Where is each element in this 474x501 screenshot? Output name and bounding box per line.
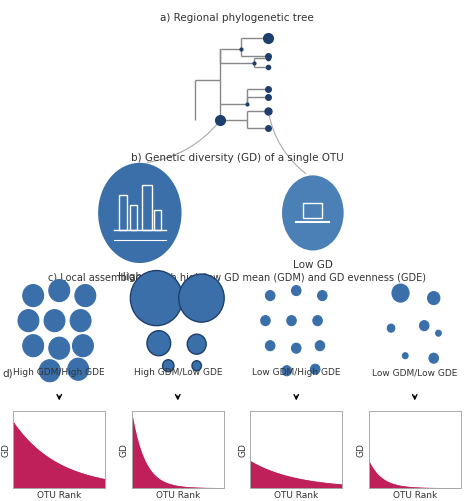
Y-axis label: GD: GD: [357, 443, 366, 456]
Y-axis label: GD: GD: [238, 443, 247, 456]
Circle shape: [429, 353, 438, 363]
Text: a) Regional phylogenetic tree: a) Regional phylogenetic tree: [160, 13, 314, 23]
Circle shape: [402, 353, 408, 359]
Text: High GDM/High GDE: High GDM/High GDE: [13, 368, 105, 377]
Circle shape: [187, 334, 206, 354]
Circle shape: [419, 321, 429, 331]
Ellipse shape: [98, 163, 182, 263]
Text: d): d): [2, 368, 13, 378]
Circle shape: [23, 285, 44, 307]
Text: Low GD: Low GD: [293, 260, 333, 270]
Circle shape: [436, 330, 441, 336]
Ellipse shape: [282, 175, 344, 250]
Circle shape: [313, 316, 322, 326]
Bar: [130, 205, 137, 230]
Circle shape: [428, 292, 440, 305]
Circle shape: [261, 316, 270, 326]
Circle shape: [70, 310, 91, 332]
Text: High GDM/Low GDE: High GDM/Low GDE: [134, 368, 222, 377]
Circle shape: [147, 331, 171, 356]
Bar: [154, 210, 161, 230]
Circle shape: [73, 335, 93, 357]
Text: c) Local assemblages with high/low GD mean (GDM) and GD evenness (GDE): c) Local assemblages with high/low GD me…: [48, 273, 426, 283]
Text: b) Genetic diversity (GD) of a single OTU: b) Genetic diversity (GD) of a single OT…: [131, 153, 343, 163]
Text: Low GDM/High GDE: Low GDM/High GDE: [252, 368, 340, 377]
Circle shape: [44, 310, 65, 332]
Circle shape: [18, 310, 39, 332]
Circle shape: [287, 316, 296, 326]
Circle shape: [75, 285, 96, 307]
Circle shape: [282, 366, 292, 376]
Circle shape: [49, 280, 70, 302]
Y-axis label: GD: GD: [1, 443, 10, 456]
X-axis label: OTU Rank: OTU Rank: [274, 491, 319, 500]
Circle shape: [49, 337, 70, 359]
Circle shape: [392, 284, 409, 302]
Circle shape: [179, 274, 224, 322]
Circle shape: [318, 291, 327, 301]
Circle shape: [310, 364, 320, 374]
Circle shape: [39, 360, 60, 382]
Circle shape: [265, 341, 275, 351]
Circle shape: [292, 286, 301, 296]
Bar: [303, 203, 322, 218]
X-axis label: OTU Rank: OTU Rank: [155, 491, 200, 500]
Bar: [142, 185, 152, 230]
Circle shape: [163, 360, 174, 372]
Circle shape: [68, 358, 89, 380]
Bar: [118, 195, 127, 230]
Circle shape: [315, 341, 325, 351]
X-axis label: OTU Rank: OTU Rank: [392, 491, 437, 500]
Circle shape: [265, 291, 275, 301]
Circle shape: [292, 343, 301, 353]
Circle shape: [23, 335, 44, 357]
Circle shape: [192, 361, 201, 371]
Circle shape: [130, 271, 182, 326]
Text: Low GDM/Low GDE: Low GDM/Low GDE: [372, 368, 457, 377]
Circle shape: [387, 324, 395, 332]
Text: High GD: High GD: [118, 272, 162, 282]
Y-axis label: GD: GD: [120, 443, 129, 456]
X-axis label: OTU Rank: OTU Rank: [37, 491, 82, 500]
